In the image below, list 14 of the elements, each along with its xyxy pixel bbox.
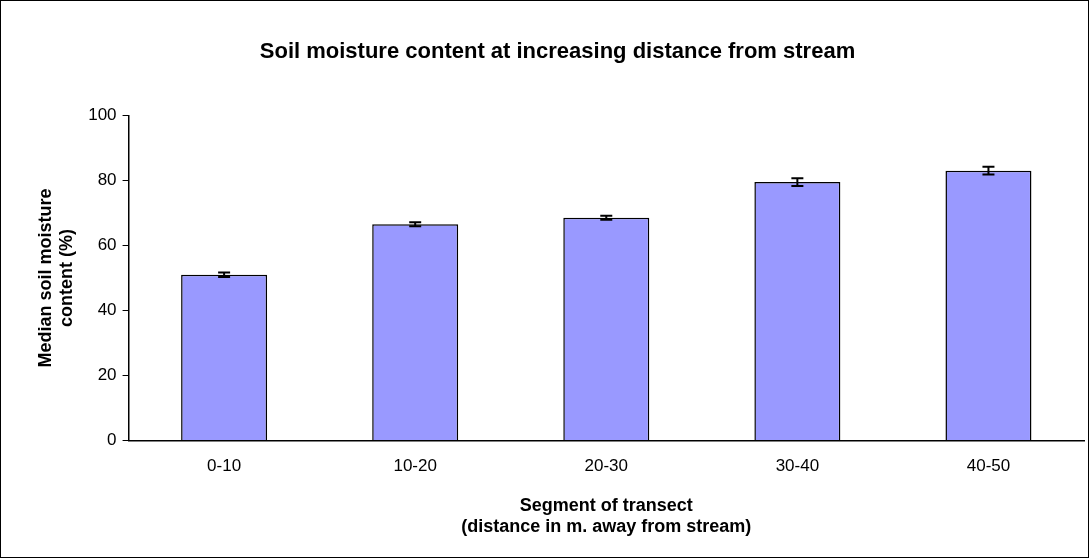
x-tick-label: 10-20 <box>393 456 437 476</box>
y-tick-label: 100 <box>88 105 117 125</box>
y-tick-label: 20 <box>97 365 117 385</box>
y-tick-label: 0 <box>107 430 117 450</box>
chart-title: Soil moisture content at increasing distance from stream <box>259 38 856 64</box>
y-axis-title: Median soil moisture content (%) <box>34 188 77 368</box>
x-tick-label: 20-30 <box>584 456 629 476</box>
x-tick-label: 40-50 <box>966 456 1011 476</box>
x-axis-title: Segment of transect (distance in m. away from stream) <box>461 494 752 537</box>
y-tick-label: 80 <box>97 170 117 190</box>
x-tick-label: 30-40 <box>775 456 820 476</box>
y-tick-label: 60 <box>97 235 117 255</box>
x-tick-label: 0-10 <box>207 456 242 476</box>
y-tick-label: 40 <box>97 300 117 320</box>
